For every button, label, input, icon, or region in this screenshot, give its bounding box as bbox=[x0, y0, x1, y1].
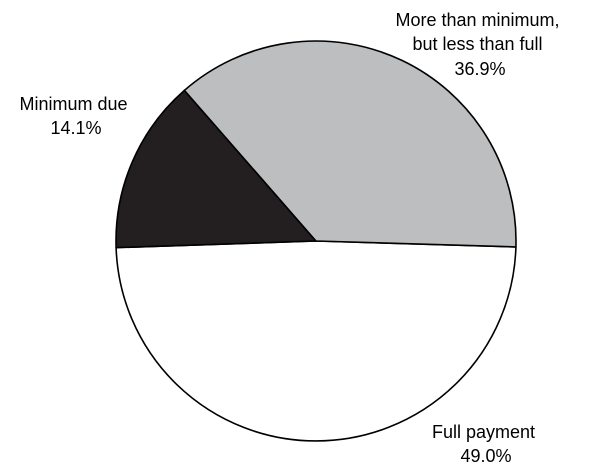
value-more-than-minimum: 36.9% bbox=[454, 59, 505, 79]
slice-more-than-minimum bbox=[183, 40, 517, 248]
label-full-payment-line-1: Full payment bbox=[432, 422, 535, 442]
label-minimum-due-line-1: Minimum due bbox=[19, 94, 127, 114]
pie-slices bbox=[115, 40, 517, 442]
slice-minimum-due bbox=[115, 89, 317, 249]
value-full-payment: 49.0% bbox=[460, 446, 511, 466]
label-full-payment: Full payment 49.0% bbox=[432, 422, 540, 466]
slice-full-payment bbox=[115, 240, 517, 442]
label-minimum-due: Minimum due 14.1% bbox=[19, 94, 132, 138]
label-more-than-minimum: More than minimum, but less than full 36… bbox=[395, 10, 564, 79]
value-minimum-due: 14.1% bbox=[50, 118, 101, 138]
label-more-than-minimum-line-1: More than minimum, bbox=[395, 10, 559, 30]
label-more-than-minimum-line-2: but less than full bbox=[412, 34, 542, 54]
